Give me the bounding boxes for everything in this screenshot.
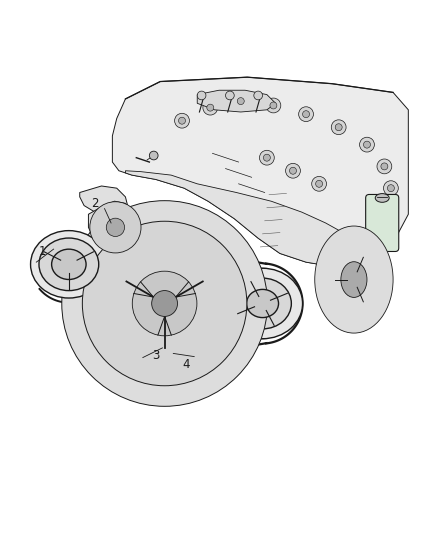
Circle shape [266,98,281,113]
Circle shape [197,91,206,100]
Polygon shape [197,90,276,112]
Ellipse shape [341,262,367,297]
FancyBboxPatch shape [366,195,399,252]
Circle shape [316,180,322,187]
Ellipse shape [328,244,380,315]
Circle shape [364,141,371,148]
Circle shape [299,107,314,122]
Ellipse shape [247,289,279,318]
Circle shape [207,104,214,111]
Ellipse shape [223,268,303,339]
Circle shape [286,163,300,178]
Circle shape [335,124,342,131]
Ellipse shape [106,245,223,362]
Circle shape [384,181,398,196]
Circle shape [290,167,297,174]
Circle shape [233,94,248,109]
Circle shape [312,176,326,191]
Circle shape [179,117,185,124]
Circle shape [203,100,218,115]
Circle shape [381,163,388,170]
Ellipse shape [315,226,393,333]
Circle shape [237,98,244,104]
Text: 3: 3 [152,349,159,362]
Polygon shape [113,77,408,266]
Circle shape [254,91,262,100]
Circle shape [226,91,234,100]
Text: 4: 4 [183,358,190,371]
Circle shape [331,120,346,135]
Circle shape [175,114,189,128]
Circle shape [360,137,374,152]
Text: 1: 1 [39,245,46,258]
Polygon shape [80,186,127,214]
Ellipse shape [82,221,247,386]
Ellipse shape [31,231,107,298]
Ellipse shape [234,278,291,329]
Circle shape [377,159,392,174]
Ellipse shape [132,271,197,336]
Circle shape [270,102,277,109]
Circle shape [388,184,394,192]
Ellipse shape [97,209,134,246]
Polygon shape [88,201,136,246]
Polygon shape [125,171,391,266]
Circle shape [259,150,274,165]
Ellipse shape [106,218,124,237]
Ellipse shape [90,201,141,253]
Ellipse shape [52,249,86,279]
Text: 2: 2 [91,197,99,210]
Ellipse shape [152,290,177,317]
Ellipse shape [39,238,99,290]
Ellipse shape [375,193,389,203]
Ellipse shape [62,200,268,406]
Circle shape [303,111,310,118]
Circle shape [149,151,158,160]
Circle shape [263,154,270,161]
